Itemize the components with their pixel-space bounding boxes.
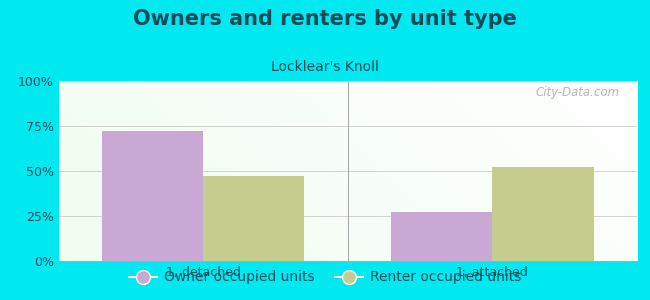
Bar <box>203 176 304 261</box>
Bar <box>391 212 493 261</box>
Bar <box>102 131 203 261</box>
Legend: Owner occupied units, Renter occupied units: Owner occupied units, Renter occupied un… <box>124 265 526 290</box>
Bar <box>493 167 593 261</box>
Text: City-Data.com: City-Data.com <box>536 86 619 99</box>
Text: Owners and renters by unit type: Owners and renters by unit type <box>133 9 517 29</box>
Text: Locklear's Knoll: Locklear's Knoll <box>271 60 379 74</box>
